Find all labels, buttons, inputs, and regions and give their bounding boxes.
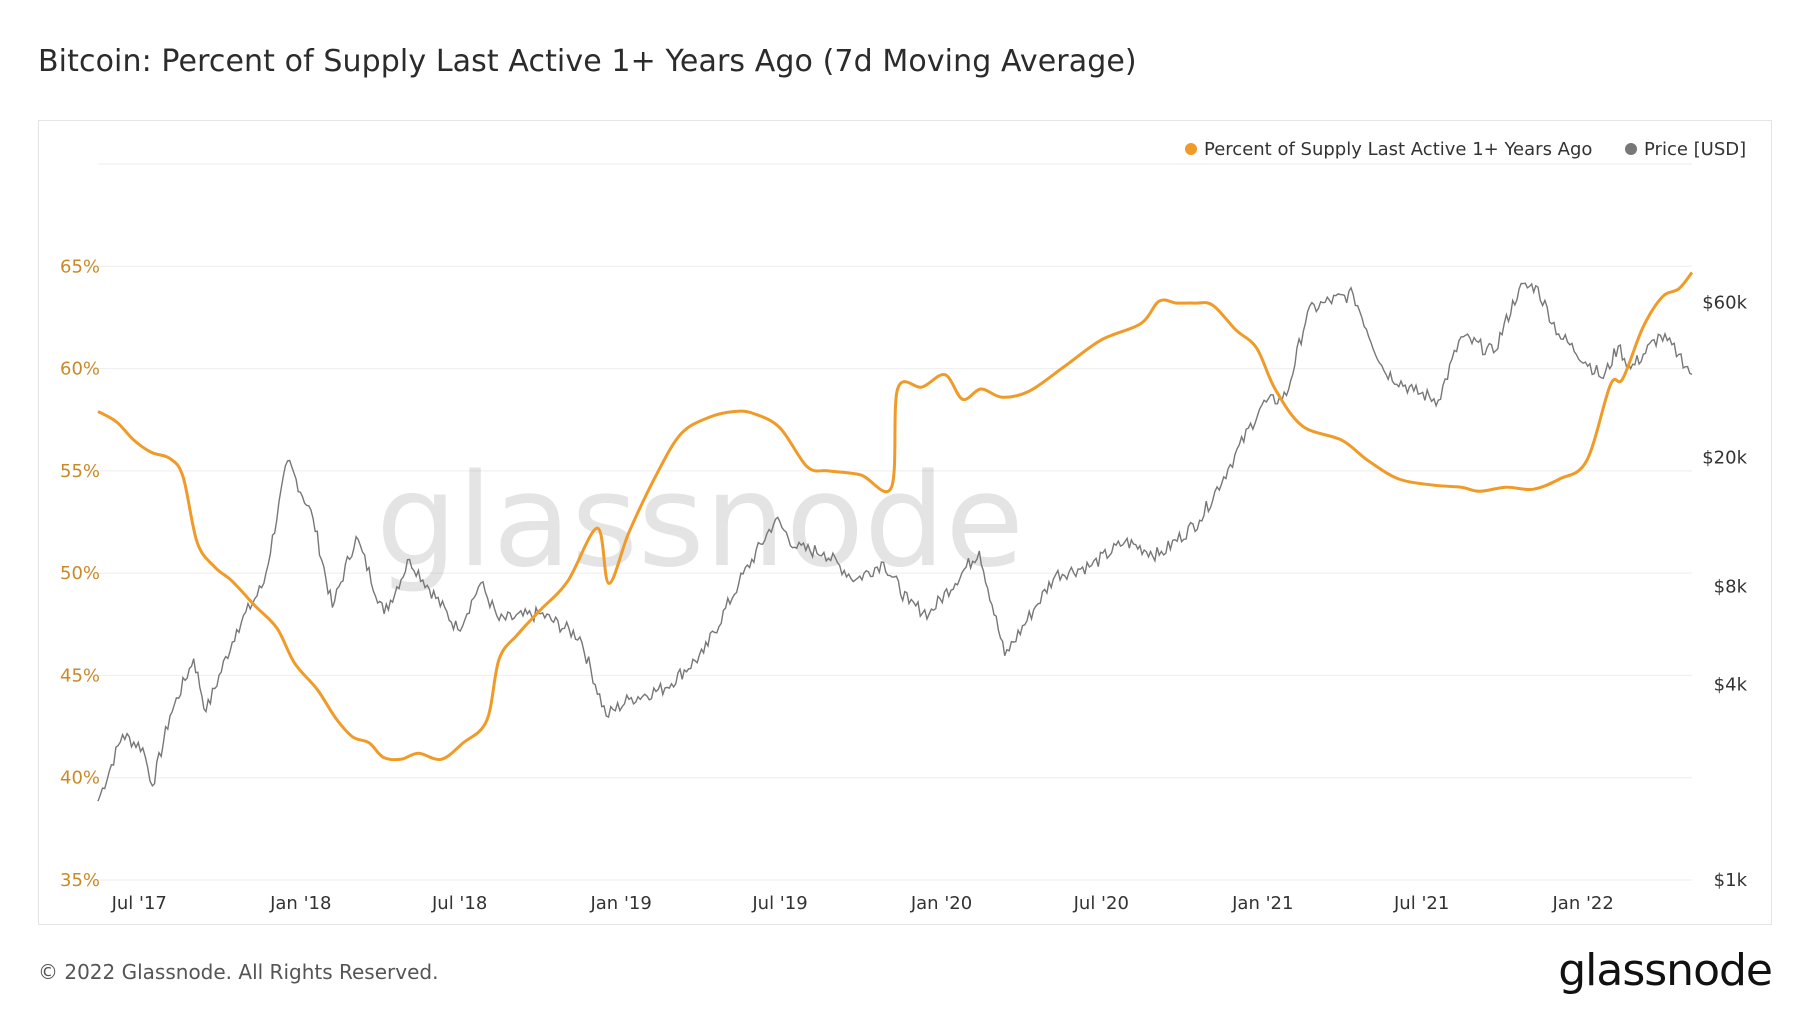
x-axis: Jul '17 Jan '18 Jul '18 Jan '19 Jul '19 Jan '… bbox=[111, 893, 1614, 914]
watermark: glassnode bbox=[376, 447, 1024, 596]
legend-price-label: Price [USD] bbox=[1644, 139, 1746, 160]
chart-panel bbox=[38, 120, 1772, 925]
left-tick-label: 65% bbox=[60, 256, 100, 277]
legend-price-marker bbox=[1625, 143, 1637, 155]
right-tick-label: $8k bbox=[1714, 577, 1748, 598]
legend-supply-label: Percent of Supply Last Active 1+ Years A… bbox=[1204, 139, 1592, 160]
chart-title: Bitcoin: Percent of Supply Last Active 1… bbox=[38, 44, 1137, 79]
x-tick-label: Jan '22 bbox=[1551, 893, 1613, 914]
legend-supply-marker bbox=[1185, 143, 1197, 155]
x-tick-label: Jan '21 bbox=[1231, 893, 1293, 914]
left-tick-label: 55% bbox=[60, 461, 100, 482]
copyright-footer: © 2022 Glassnode. All Rights Reserved. bbox=[38, 960, 439, 984]
right-tick-label: $20k bbox=[1702, 447, 1747, 468]
brand-logo: glassnode bbox=[1558, 945, 1773, 996]
x-tick-label: Jan '18 bbox=[269, 893, 331, 914]
left-tick-label: 50% bbox=[60, 563, 100, 584]
left-tick-label: 35% bbox=[60, 870, 100, 891]
x-tick-label: Jul '21 bbox=[1393, 893, 1449, 914]
left-tick-label: 60% bbox=[60, 359, 100, 380]
left-tick-label: 45% bbox=[60, 665, 100, 686]
right-tick-label: $60k bbox=[1702, 292, 1747, 313]
x-tick-label: Jul '19 bbox=[751, 893, 807, 914]
x-tick-label: Jul '17 bbox=[111, 893, 167, 914]
right-tick-label: $4k bbox=[1714, 674, 1748, 695]
supply-series-line bbox=[97, 271, 1694, 762]
price-series-line bbox=[97, 282, 1693, 802]
legend: Percent of Supply Last Active 1+ Years A… bbox=[1185, 139, 1746, 160]
right-tick-label: $1k bbox=[1714, 870, 1748, 891]
right-axis: $1k $4k $8k $20k $60k bbox=[1702, 292, 1747, 891]
x-tick-label: Jul '18 bbox=[431, 893, 487, 914]
x-tick-label: Jan '19 bbox=[589, 893, 651, 914]
left-tick-label: 40% bbox=[60, 768, 100, 789]
x-tick-label: Jul '20 bbox=[1073, 893, 1129, 914]
left-axis: 35% 40% 45% 50% 55% 60% 65% bbox=[60, 256, 100, 891]
x-tick-label: Jan '20 bbox=[910, 893, 972, 914]
